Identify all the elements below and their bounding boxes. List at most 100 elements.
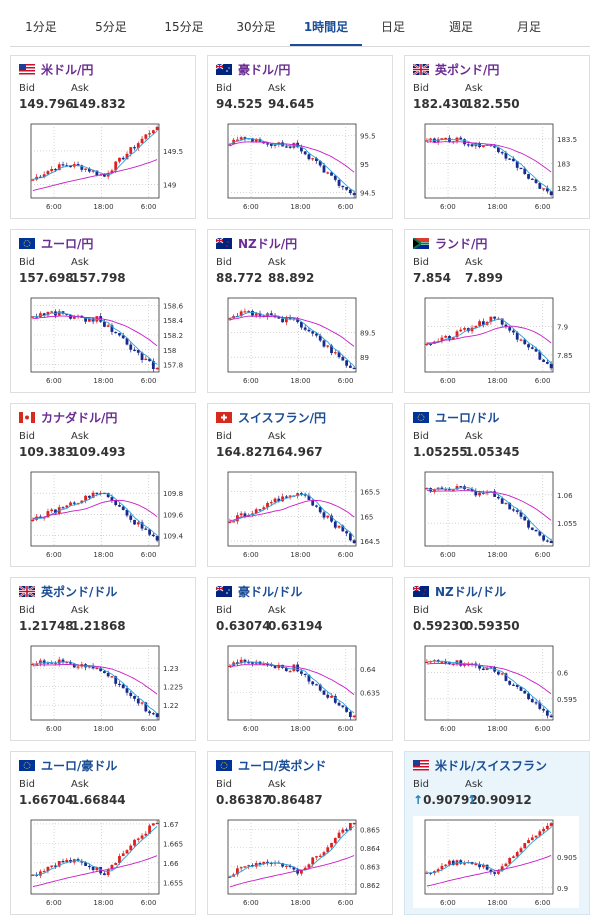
currency-card[interactable]: ユーロ/円 Bid Ask 157.698 157.798 158.6 158.4… — [10, 229, 196, 393]
candle-body — [545, 540, 549, 542]
bid-value: 0.63074 — [216, 619, 271, 633]
chart-area[interactable]: 165.5 165 164.5 6:00 18:00 6:00 — [216, 468, 382, 560]
x-tick-label: 6:00 — [243, 203, 259, 211]
chart-area[interactable]: 1.23 1.225 1.22 6:00 18:00 6:00 — [19, 642, 185, 734]
pair-title[interactable]: 英ポンド/ドル — [19, 583, 117, 600]
pair-title[interactable]: 豪ドル/ドル — [216, 583, 302, 600]
x-tick-label: 18:00 — [290, 377, 310, 385]
currency-card[interactable]: ユーロ/豪ドル Bid Ask 1.66704 1.66844 1.67 1.66… — [10, 751, 196, 915]
bid-number: 1.05255 — [413, 445, 468, 459]
candle-body — [269, 502, 273, 504]
chart-frame — [424, 297, 554, 373]
currency-card[interactable]: 豪ドル/ドル Bid Ask 0.63074 0.63194 0.64 0.635… — [207, 577, 393, 741]
bid-value: ↑0.90792 — [413, 793, 478, 807]
currency-card[interactable]: 米ドル/スイスフラン Bid Ask ↑0.90792 ↑0.90912 0.9… — [404, 751, 590, 915]
currency-card[interactable]: スイスフラン/円 Bid Ask 164.827 164.967 165.5 16… — [207, 403, 393, 567]
price-chart: 183.5 183 182.5 6:00 18:00 6:00 — [424, 123, 577, 211]
chart-area[interactable]: 0.6 0.595 6:00 18:00 6:00 — [413, 642, 579, 734]
pair-title[interactable]: NZドル/円 — [216, 235, 297, 252]
pair-title[interactable]: ユーロ/円 — [19, 235, 93, 252]
pair-title[interactable]: 英ポンド/円 — [413, 61, 499, 78]
pair-title[interactable]: ユーロ/英ポンド — [216, 757, 326, 774]
pair-title[interactable]: カナダドル/円 — [19, 409, 117, 426]
candle-body — [489, 316, 493, 322]
bid-label: Bid — [413, 257, 429, 268]
currency-card[interactable]: ユーロ/英ポンド Bid Ask 0.86387 0.86487 0.865 0.… — [207, 751, 393, 915]
candle-body — [50, 509, 54, 512]
pair-title[interactable]: 豪ドル/円 — [216, 61, 290, 78]
chart-area[interactable]: 149.5 149 6:00 18:00 6:00 — [19, 120, 185, 212]
candle-body — [236, 662, 239, 664]
pair-title[interactable]: ユーロ/豪ドル — [19, 757, 117, 774]
currency-card[interactable]: 英ポンド/円 Bid Ask 182.430 182.550 183.5 183 1… — [404, 55, 590, 219]
currency-card[interactable]: 英ポンド/ドル Bid Ask 1.21748 1.21868 1.23 1.22… — [10, 577, 196, 741]
tab-7[interactable]: 週足 — [448, 20, 473, 34]
chart-frame — [424, 645, 554, 721]
tab-3[interactable]: 15分足 — [164, 20, 204, 34]
chart-area[interactable]: 7.9 7.85 6:00 18:00 6:00 — [413, 294, 579, 386]
chart-area[interactable]: 0.64 0.635 6:00 18:00 6:00 — [216, 642, 382, 734]
candle-body — [485, 864, 489, 870]
tab-1[interactable]: 1分足 — [25, 20, 57, 34]
candle-body — [84, 862, 87, 866]
pair-title[interactable]: ユーロ/ドル — [413, 409, 499, 426]
candle-body — [136, 349, 140, 353]
pair-title[interactable]: NZドル/ドル — [413, 583, 506, 600]
y-tick-label: 95 — [360, 161, 369, 169]
candle-body — [307, 864, 311, 868]
currency-card[interactable]: ランド/円 Bid Ask 7.854 7.899 7.9 7.85 6:00 18:… — [404, 229, 590, 393]
ask-value: 0.86487 — [268, 793, 323, 807]
chart-area[interactable]: 95.5 95 94.5 6:00 18:00 6:00 — [216, 120, 382, 212]
chart-area[interactable]: 158.6 158.4 158.2 158 157.8 6:00 18:00 6:00 — [19, 294, 185, 386]
chart-area[interactable]: 0.905 0.9 6:00 18:00 6:00 — [413, 816, 579, 908]
bid-number: 0.90792 — [423, 793, 478, 807]
pair-title[interactable]: スイスフラン/円 — [216, 409, 326, 426]
candle-body — [121, 853, 125, 857]
candle-body — [87, 666, 91, 668]
currency-card[interactable]: 米ドル/円 Bid Ask 149.796 149.832 149.5 149 6:… — [10, 55, 196, 219]
chart-area[interactable]: 1.06 1.055 6:00 18:00 6:00 — [413, 468, 579, 560]
candle-body — [114, 500, 118, 506]
candle-body — [273, 144, 277, 146]
candle-body — [284, 317, 288, 323]
currency-card[interactable]: NZドル/ドル Bid Ask 0.59230 0.59350 0.6 0.595… — [404, 577, 590, 741]
chart-area[interactable]: 89.5 89 6:00 18:00 6:00 — [216, 294, 382, 386]
candle-body — [133, 519, 136, 525]
candle-body — [95, 170, 99, 176]
chart-area[interactable]: 109.8 109.6 109.4 6:00 18:00 6:00 — [19, 468, 185, 560]
candle-body — [247, 662, 251, 664]
short-moving-average — [426, 660, 552, 714]
candle-body — [125, 153, 129, 160]
tab-2[interactable]: 5分足 — [95, 20, 127, 34]
chart-area[interactable]: 183.5 183 182.5 6:00 18:00 6:00 — [413, 120, 579, 212]
chart-area[interactable]: 0.865 0.864 0.863 0.862 6:00 18:00 6:00 — [216, 816, 382, 908]
pair-title[interactable]: 米ドル/円 — [19, 61, 93, 78]
candle-body — [292, 142, 296, 148]
candle-body — [46, 662, 50, 664]
candle-body — [481, 668, 485, 671]
candle-body — [57, 861, 61, 867]
candle-body — [300, 671, 303, 674]
candle-body — [155, 536, 159, 541]
currency-card[interactable]: NZドル/円 Bid Ask 88.772 88.892 89.5 89 6:00 1… — [207, 229, 393, 393]
tab-4[interactable]: 30分足 — [236, 20, 276, 34]
candle-body — [330, 172, 333, 176]
chart-area[interactable]: 1.67 1.665 1.66 1.655 6:00 18:00 6:00 — [19, 816, 185, 908]
bid-value: 164.827 — [216, 445, 271, 459]
pair-title[interactable]: ランド/円 — [413, 235, 487, 252]
tab-6[interactable]: 日足 — [380, 20, 405, 34]
chart-frame — [424, 471, 554, 547]
currency-card[interactable]: 豪ドル/円 Bid Ask 94.525 94.645 95.5 95 94.5 6:… — [207, 55, 393, 219]
ask-number: 1.66844 — [71, 793, 126, 807]
currency-card[interactable]: ユーロ/ドル Bid Ask 1.05255 1.05345 1.06 1.055… — [404, 403, 590, 567]
tab-5[interactable]: 1時間足 — [290, 8, 362, 46]
long-moving-average — [32, 664, 158, 695]
currency-card[interactable]: カナダドル/円 Bid Ask 109.383 109.493 109.8 109… — [10, 403, 196, 567]
pair-title[interactable]: 米ドル/スイスフラン — [413, 757, 547, 774]
flag-icon — [216, 412, 232, 423]
candle-body — [80, 500, 84, 504]
tab-8[interactable]: 月足 — [516, 20, 541, 34]
candle-body — [330, 345, 333, 354]
candle-body — [121, 157, 125, 160]
candle-body — [463, 328, 466, 330]
